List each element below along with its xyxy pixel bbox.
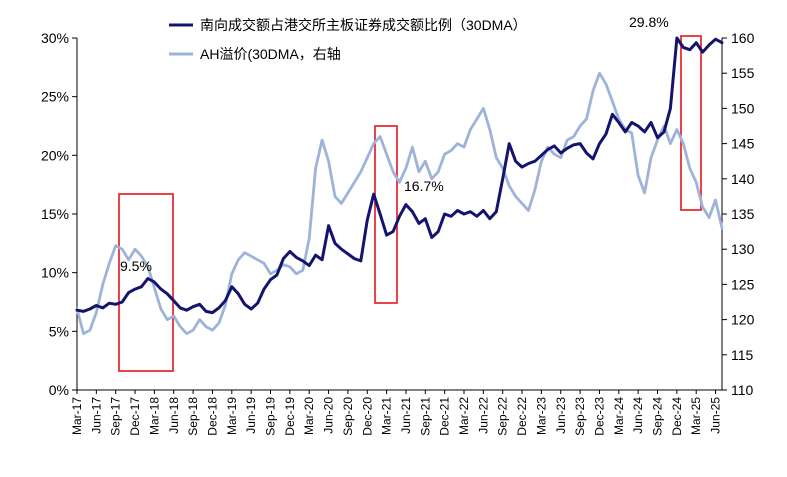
x-tick-label: Dec-19 — [283, 397, 297, 436]
x-tick-label: Jun-21 — [399, 397, 413, 434]
axes: 0% 5% 10% 15% 20% 25% 30% 110 115 120 125 130 135 140… — [41, 30, 755, 436]
x-tick-label: Mar-18 — [147, 397, 161, 435]
data-label: 16.7% — [404, 178, 444, 194]
x-tick-label: Mar-25 — [689, 397, 703, 435]
x-tick-label: Mar-17 — [70, 397, 84, 435]
x-tick-label: Dec-23 — [592, 397, 606, 436]
legend-label: 南向成交额占港交所主板证券成交额比例（30DMA） — [200, 17, 527, 33]
legend: 南向成交额占港交所主板证券成交额比例（30DMA） AH溢价(30DMA，右轴 — [169, 17, 527, 62]
x-tick-label: Dec-20 — [360, 397, 374, 436]
x-tick-label: Jun-25 — [709, 397, 723, 434]
series-line-ah-premium — [75, 71, 724, 336]
x-tick-label: Sep-17 — [109, 397, 123, 436]
x-tick-label: Sep-20 — [341, 397, 355, 436]
y-left-tick-label: 30% — [41, 30, 69, 46]
highlight-box — [680, 35, 702, 211]
x-tick-label: Jun-20 — [322, 397, 336, 434]
highlight-box — [118, 193, 174, 372]
y-left-tick-label: 0% — [49, 382, 69, 398]
x-tick-label: Dec-21 — [438, 397, 452, 436]
y-right-tick-label: 125 — [731, 276, 755, 292]
x-tick-label: Mar-24 — [612, 397, 626, 435]
y-right-tick-label: 130 — [731, 241, 755, 257]
x-tick-label: Jun-23 — [554, 397, 568, 434]
highlight-boxes — [118, 35, 702, 372]
x-tick-label: Jun-24 — [631, 397, 645, 434]
y-left-tick-label: 15% — [41, 206, 69, 222]
x-tick-label: Mar-23 — [534, 397, 548, 435]
y-left-tick-label: 5% — [49, 323, 69, 339]
x-tick-label: Sep-18 — [186, 397, 200, 436]
x-tick-label: Dec-24 — [670, 397, 684, 436]
y-right-tick-label: 115 — [731, 347, 754, 363]
x-tick-label: Mar-20 — [302, 397, 316, 435]
y-left-tick-label: 25% — [41, 89, 69, 105]
x-tick-label: Jun-18 — [167, 397, 181, 434]
y-right-tick-label: 150 — [731, 100, 755, 116]
y-right-tick-label: 140 — [731, 171, 755, 187]
y-left-tick-label: 10% — [41, 265, 69, 281]
y-right-tick-label: 155 — [731, 65, 755, 81]
x-tick-label: Mar-22 — [457, 397, 471, 435]
series-layer — [75, 36, 724, 336]
y-right-tick-label: 160 — [731, 30, 755, 46]
highlight-box — [374, 125, 398, 304]
y-right-tick-label: 120 — [731, 312, 755, 328]
data-label: 29.8% — [629, 14, 669, 30]
x-tick-label: Dec-22 — [515, 397, 529, 436]
legend-label: AH溢价(30DMA，右轴 — [200, 46, 341, 62]
x-tick-label: Dec-18 — [205, 397, 219, 436]
x-tick-label: Sep-19 — [264, 397, 278, 436]
data-label: 9.5% — [120, 258, 152, 274]
x-tick-label: Mar-19 — [225, 397, 239, 435]
x-tick-label: Jun-22 — [476, 397, 490, 434]
x-tick-label: Sep-21 — [418, 397, 432, 436]
x-tick-label: Jun-19 — [244, 397, 258, 434]
series-line-southbound-share — [75, 36, 724, 315]
x-tick-label: Mar-21 — [380, 397, 394, 435]
x-tick-label: Sep-23 — [573, 397, 587, 436]
x-tick-label: Jun-17 — [89, 397, 103, 434]
x-tick-label: Sep-22 — [496, 397, 510, 436]
x-tick-label: Dec-17 — [128, 397, 142, 436]
y-right-tick-label: 135 — [731, 206, 755, 222]
annotations: 9.5% 16.7% 29.8% — [120, 14, 669, 274]
y-left-tick-label: 20% — [41, 147, 69, 163]
y-right-tick-label: 145 — [731, 136, 755, 152]
y-right-tick-label: 110 — [731, 382, 754, 398]
x-tick-label: Sep-24 — [651, 397, 665, 436]
